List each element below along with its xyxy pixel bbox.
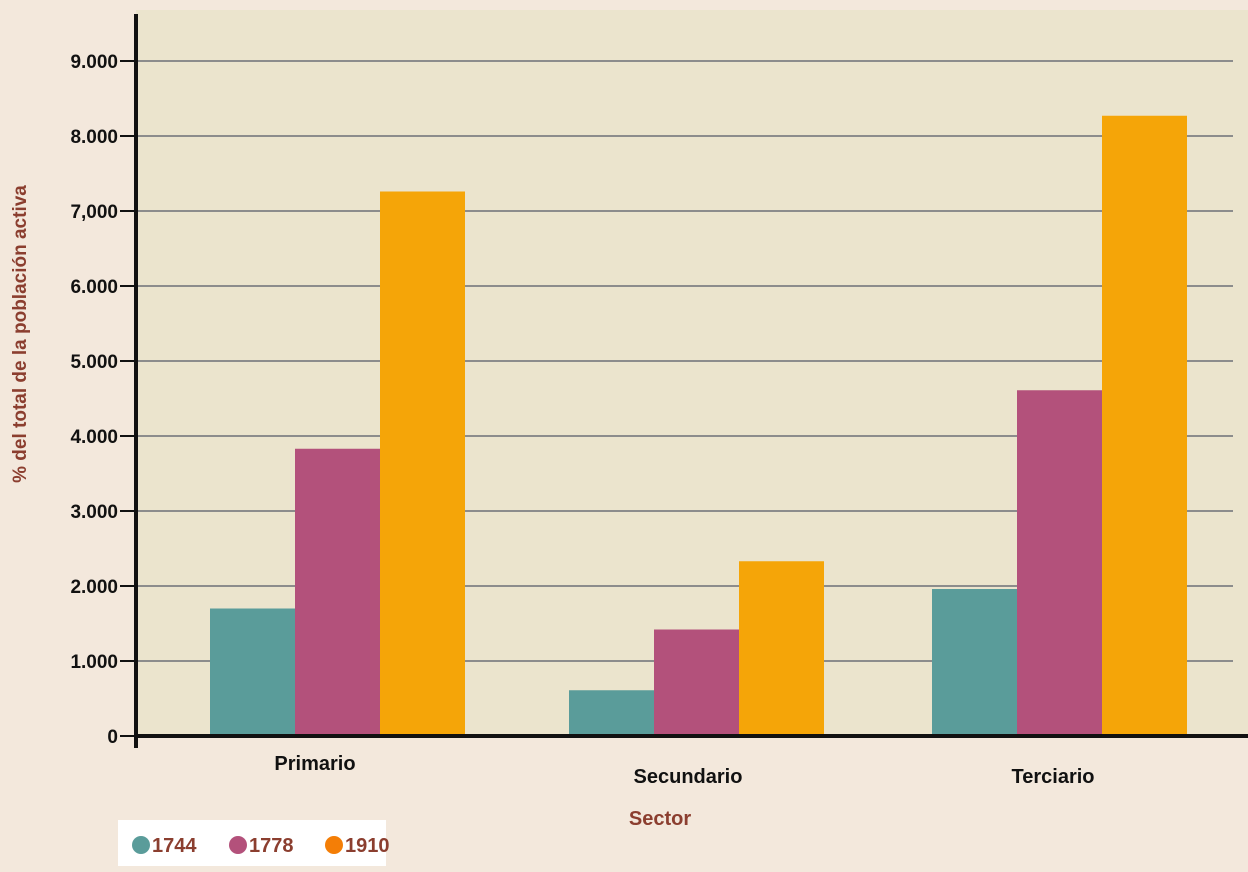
bar-1910-primario (380, 191, 465, 736)
legend: 1744 1778 1910 (118, 820, 390, 866)
x-tick-label-terciario: Terciario (1012, 766, 1095, 788)
y-axis-label: % del total de la población activa (10, 185, 31, 483)
y-tick-label: 8.000 (70, 127, 118, 148)
legend-marker-1778 (229, 836, 247, 854)
legend-label-1744: 1744 (152, 835, 197, 857)
y-tick-label: 4.000 (70, 427, 118, 448)
axes (120, 14, 1248, 748)
legend-label-1910: 1910 (345, 835, 390, 857)
legend-items: 1744 1778 1910 (132, 835, 390, 857)
bars (210, 115, 1187, 736)
y-tick-label: 5.000 (70, 352, 118, 373)
bar-1778-secundario (654, 629, 739, 736)
y-tick-label: 7,000 (70, 202, 118, 223)
bar-1910-secundario (739, 561, 824, 736)
bar-1778-primario (295, 448, 380, 736)
legend-marker-1910 (325, 836, 343, 854)
y-tick-label: 6.000 (70, 277, 118, 298)
bar-1744-primario (210, 608, 295, 736)
bar-1910-terciario (1102, 115, 1187, 736)
legend-label-1778: 1778 (249, 835, 294, 857)
y-tick-label: 9.000 (70, 52, 118, 73)
x-tick-label-primario: Primario (274, 753, 355, 775)
x-tick-label-secundario: Secundario (634, 766, 743, 788)
bar-1778-terciario (1017, 390, 1102, 736)
y-tick-label: 0 (107, 727, 118, 748)
y-tick-label: 2.000 (70, 577, 118, 598)
y-tick-labels: 0 1.000 2.000 3.000 4.000 5.000 6.000 7,000 8.00… (70, 52, 118, 748)
y-tick-label: 1.000 (70, 652, 118, 673)
x-axis-label: Sector (629, 808, 691, 830)
legend-marker-1744 (132, 836, 150, 854)
x-tick-labels: Primario Secundario Terciario (274, 753, 1094, 788)
bar-1744-terciario (932, 589, 1017, 736)
y-tick-label: 3.000 (70, 502, 118, 523)
bar-1744-secundario (569, 690, 654, 736)
